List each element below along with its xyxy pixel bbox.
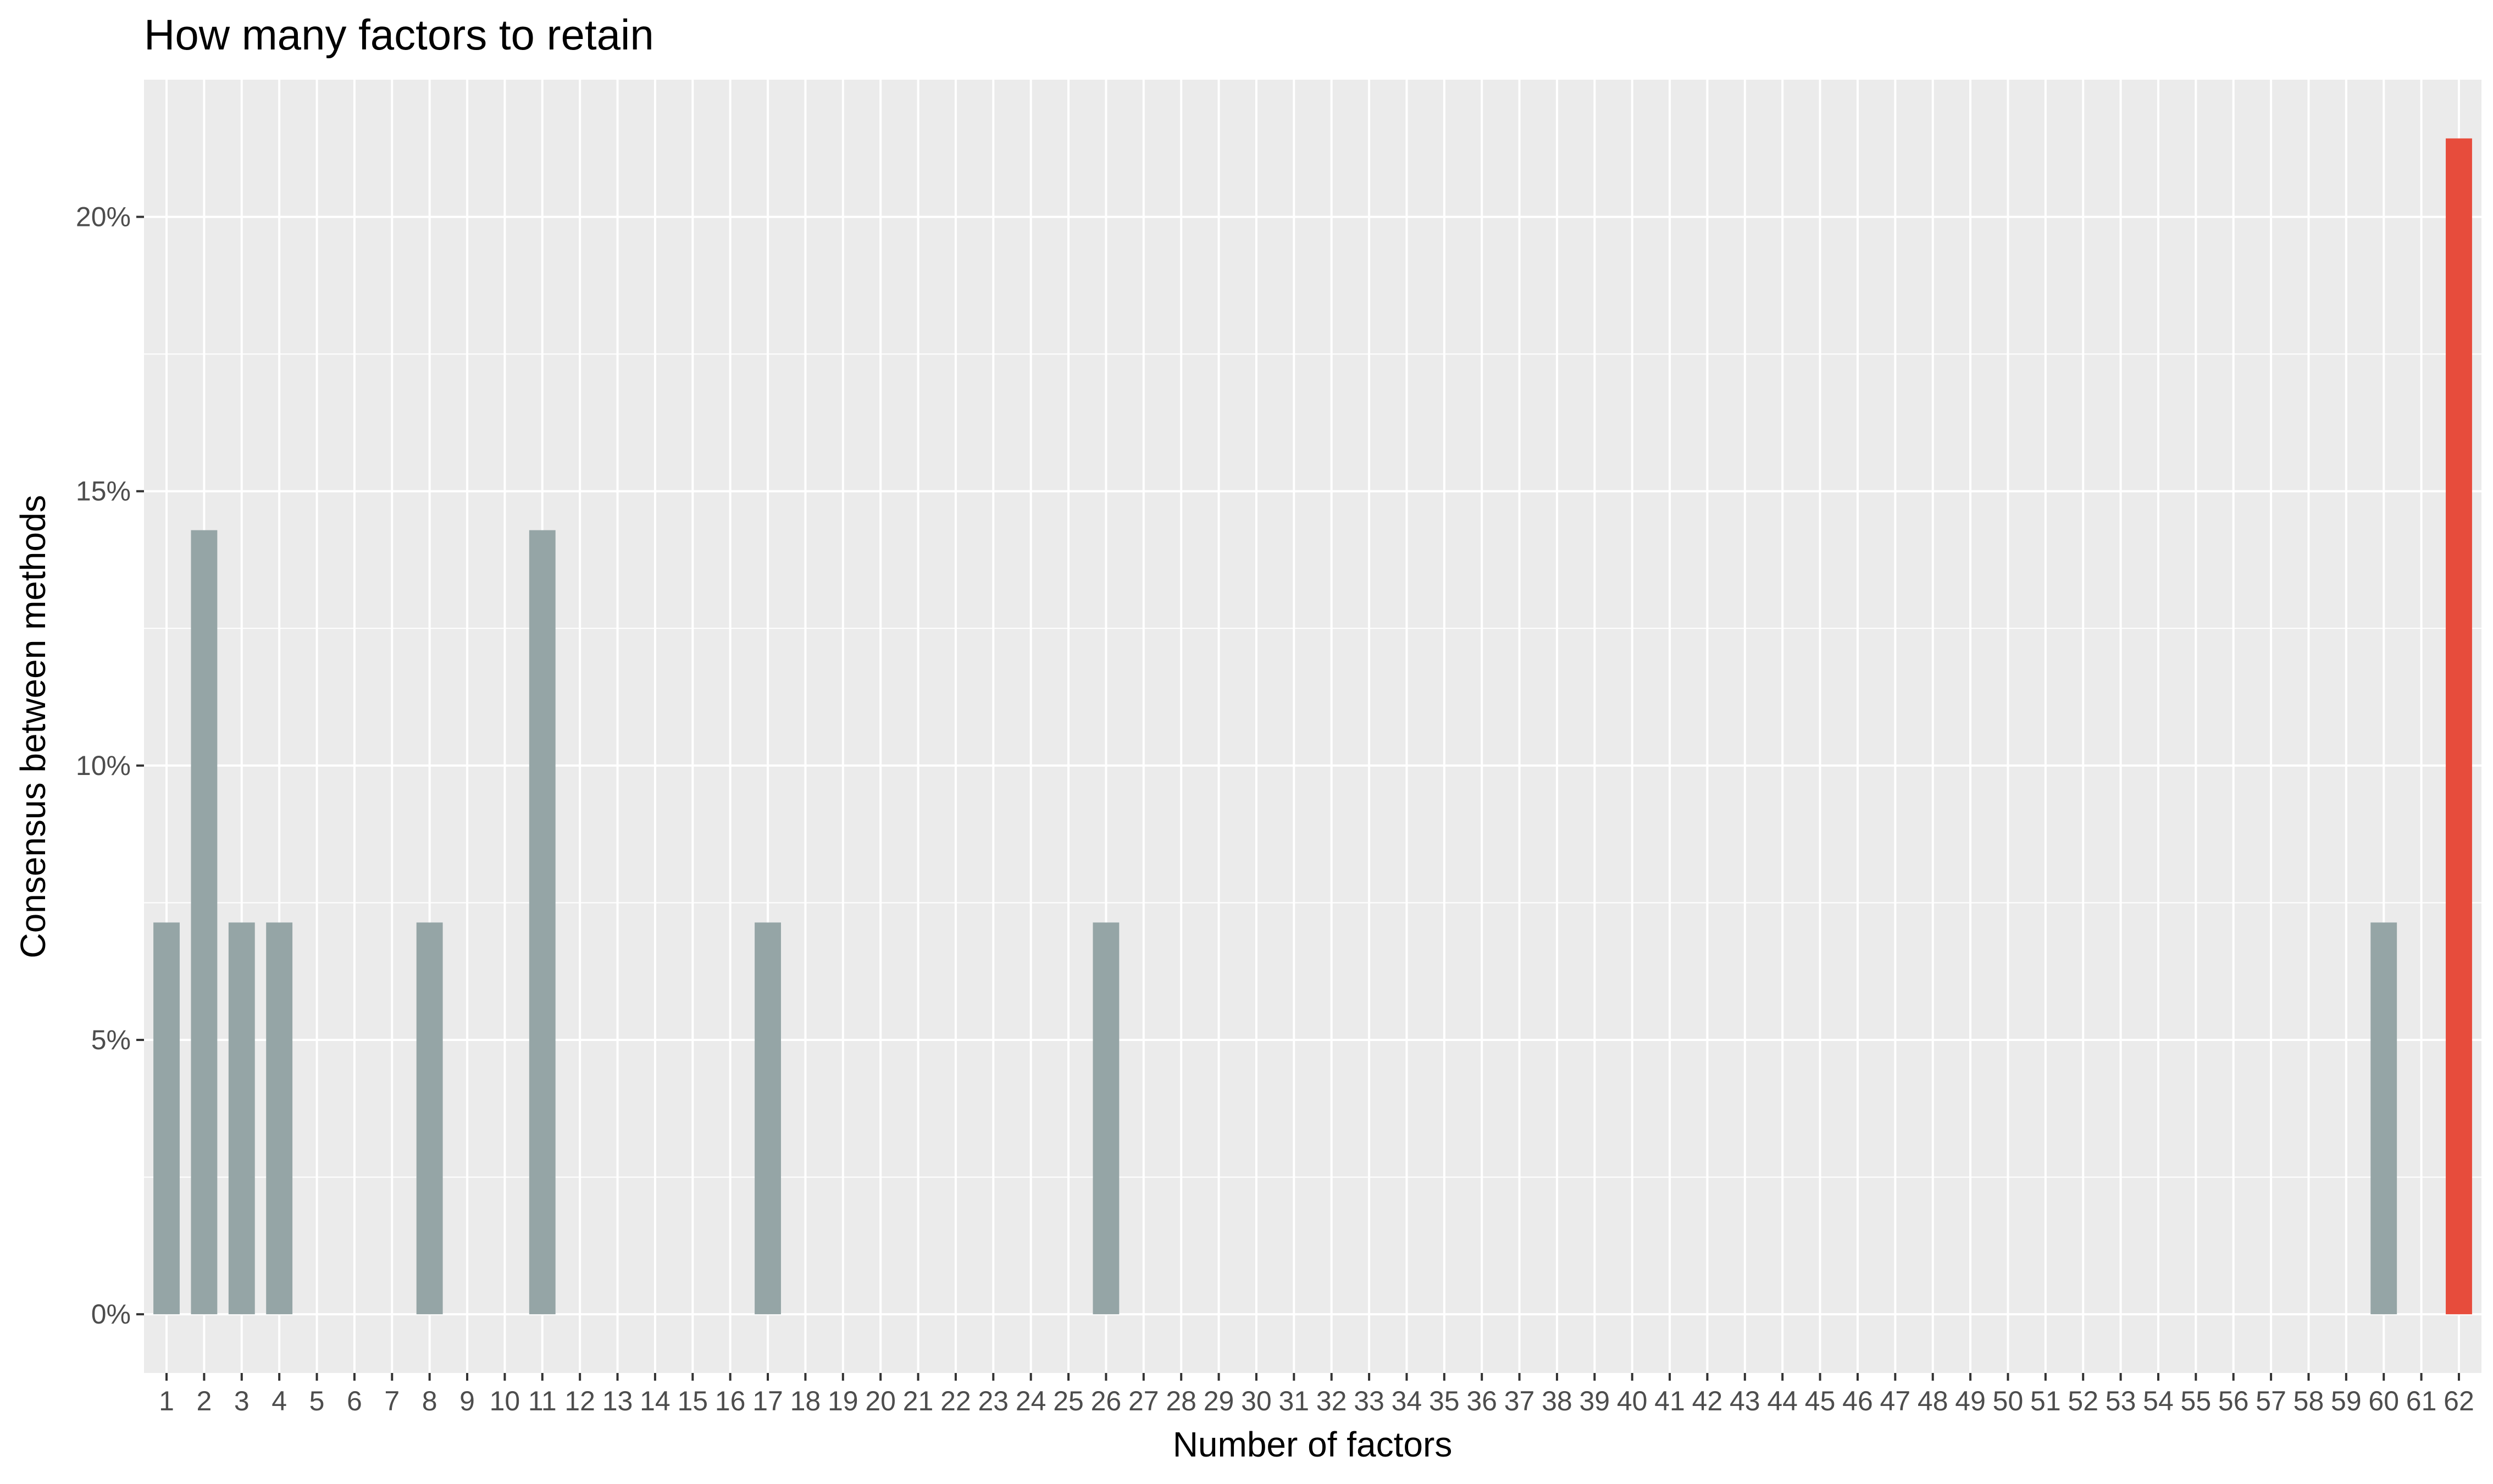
x-tick-label: 48 xyxy=(1918,1386,1948,1416)
x-tick-label: 19 xyxy=(828,1386,858,1416)
chart-title: How many factors to retain xyxy=(144,10,654,59)
x-tick-label: 11 xyxy=(528,1386,557,1416)
x-tick-label: 44 xyxy=(1767,1386,1798,1416)
x-tick-label: 30 xyxy=(1241,1386,1272,1416)
x-tick-label: 24 xyxy=(1016,1386,1046,1416)
x-tick-label: 58 xyxy=(2293,1386,2324,1416)
x-tick-label: 53 xyxy=(2106,1386,2136,1416)
bar-26 xyxy=(1093,922,1120,1315)
x-tick-label: 27 xyxy=(1128,1386,1159,1416)
x-tick-label: 40 xyxy=(1617,1386,1648,1416)
y-tick-label: 0% xyxy=(91,1299,131,1330)
x-tick-label: 9 xyxy=(459,1386,475,1416)
x-tick-label: 6 xyxy=(347,1386,362,1416)
x-tick-label: 43 xyxy=(1730,1386,1760,1416)
x-tick-label: 61 xyxy=(2406,1386,2437,1416)
x-tick-label: 22 xyxy=(940,1386,971,1416)
x-tick-label: 60 xyxy=(2368,1386,2399,1416)
x-tick-label: 38 xyxy=(1542,1386,1572,1416)
x-tick-label: 14 xyxy=(640,1386,671,1416)
x-tick-label: 35 xyxy=(1429,1386,1460,1416)
bar-17 xyxy=(755,922,781,1315)
x-tick-label: 16 xyxy=(715,1386,746,1416)
x-tick-label: 49 xyxy=(1955,1386,1986,1416)
x-tick-label: 31 xyxy=(1278,1386,1309,1416)
x-tick-label: 29 xyxy=(1204,1386,1234,1416)
x-tick-label: 51 xyxy=(2030,1386,2061,1416)
x-tick-label: 12 xyxy=(564,1386,595,1416)
x-tick-label: 59 xyxy=(2331,1386,2362,1416)
x-tick-label: 33 xyxy=(1354,1386,1384,1416)
y-tick-label: 20% xyxy=(76,202,131,232)
x-tick-label: 62 xyxy=(2444,1386,2474,1416)
x-tick-label: 23 xyxy=(978,1386,1009,1416)
x-tick-label: 5 xyxy=(309,1386,325,1416)
x-axis-title: Number of factors xyxy=(1173,1425,1453,1464)
bar-3 xyxy=(228,922,255,1315)
x-tick-label: 54 xyxy=(2143,1386,2174,1416)
x-tick-label: 25 xyxy=(1053,1386,1084,1416)
x-tick-label: 26 xyxy=(1091,1386,1122,1416)
x-tick-label: 46 xyxy=(1842,1386,1873,1416)
y-tick-label: 15% xyxy=(76,476,131,507)
y-tick-label: 5% xyxy=(91,1025,131,1055)
x-tick-label: 7 xyxy=(384,1386,400,1416)
y-tick-label: 10% xyxy=(76,750,131,781)
bar-2 xyxy=(191,530,218,1315)
x-tick-label: 52 xyxy=(2068,1386,2098,1416)
x-tick-label: 20 xyxy=(865,1386,896,1416)
x-tick-label: 47 xyxy=(1880,1386,1911,1416)
bar-62 xyxy=(2446,138,2472,1315)
x-tick-label: 1 xyxy=(159,1386,174,1416)
x-tick-label: 21 xyxy=(903,1386,934,1416)
x-tick-label: 41 xyxy=(1654,1386,1685,1416)
x-tick-label: 10 xyxy=(490,1386,520,1416)
x-tick-label: 56 xyxy=(2218,1386,2249,1416)
x-tick-label: 55 xyxy=(2181,1386,2212,1416)
bar-1 xyxy=(153,922,180,1315)
y-axis-title: Consensus between methods xyxy=(13,495,53,958)
x-tick-label: 57 xyxy=(2256,1386,2286,1416)
x-tick-label: 45 xyxy=(1805,1386,1836,1416)
x-tick-label: 17 xyxy=(752,1386,783,1416)
x-tick-label: 28 xyxy=(1166,1386,1196,1416)
x-tick-label: 50 xyxy=(1993,1386,2024,1416)
x-tick-label: 3 xyxy=(234,1386,250,1416)
x-tick-label: 39 xyxy=(1580,1386,1610,1416)
bar-4 xyxy=(266,922,293,1315)
x-tick-label: 18 xyxy=(790,1386,821,1416)
bar-60 xyxy=(2370,922,2397,1315)
x-tick-label: 15 xyxy=(677,1386,708,1416)
x-tick-label: 8 xyxy=(422,1386,437,1416)
x-tick-label: 13 xyxy=(602,1386,633,1416)
bars xyxy=(153,138,2472,1315)
y-axis: 0% 5% 10% 15% 20% xyxy=(76,202,144,1330)
x-tick-label: 36 xyxy=(1466,1386,1497,1416)
x-tick-label: 34 xyxy=(1392,1386,1422,1416)
x-tick-label: 42 xyxy=(1692,1386,1723,1416)
x-tick-label: 37 xyxy=(1504,1386,1535,1416)
x-axis: 1 2 3 4 5 6 7 8 9 10 11 12 13 14 15 16 17 18 19 20 21 22 23 24 2… xyxy=(159,1373,2474,1416)
bar-11 xyxy=(529,530,556,1315)
plot-panel xyxy=(144,80,2481,1373)
x-tick-label: 2 xyxy=(196,1386,212,1416)
bar-8 xyxy=(416,922,443,1315)
x-tick-label: 4 xyxy=(272,1386,287,1416)
x-tick-label: 32 xyxy=(1316,1386,1347,1416)
